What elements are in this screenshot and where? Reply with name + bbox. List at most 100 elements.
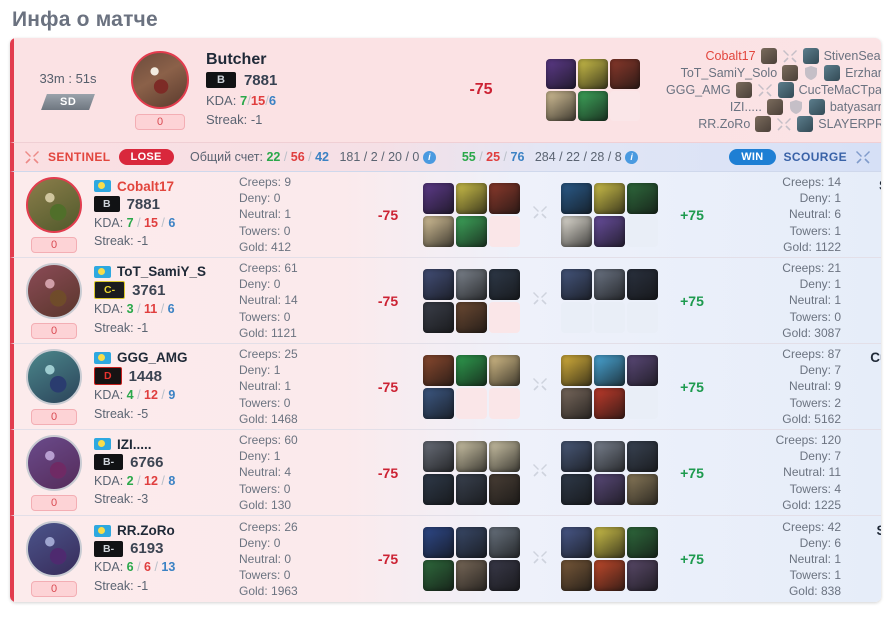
player-hero-block[interactable]: 0: [14, 521, 94, 597]
player-name[interactable]: RR.ZoRo: [117, 523, 175, 539]
item-slot[interactable]: [455, 215, 487, 247]
item-slot[interactable]: [455, 560, 487, 591]
player-hero-block[interactable]: 0: [14, 348, 94, 425]
player-row[interactable]: 0 RR.ZoRo B- 6193 KDA: 6 / 6 / 13 Streak: -1 C…: [10, 516, 881, 602]
matchup-left-player[interactable]: ToT_SamiY_Solo: [680, 66, 778, 80]
player-hero-block[interactable]: 0: [14, 176, 94, 253]
item-slot[interactable]: [422, 354, 454, 386]
item-slot[interactable]: [626, 473, 658, 505]
item-slot[interactable]: [560, 440, 592, 472]
item-slot[interactable]: [422, 387, 454, 419]
item-slot[interactable]: [488, 268, 520, 300]
item-slot[interactable]: [593, 182, 625, 214]
item-slot[interactable]: [560, 527, 592, 558]
item-slot[interactable]: [593, 560, 625, 591]
player-name[interactable]: Cobalt17: [117, 178, 175, 194]
item-slot[interactable]: [488, 354, 520, 386]
item-slot-empty[interactable]: [488, 387, 520, 419]
hero-avatar[interactable]: [26, 348, 82, 405]
summary-hero-block[interactable]: 0: [122, 50, 198, 130]
player-hero-block[interactable]: 0: [14, 262, 94, 339]
item-slot[interactable]: [422, 560, 454, 591]
hero-avatar[interactable]: [131, 50, 189, 109]
item-slot-empty[interactable]: [626, 387, 658, 419]
player-name[interactable]: CucTeMaCTpa: [870, 350, 881, 366]
item-slot-empty[interactable]: [488, 215, 520, 247]
matchup-left-player[interactable]: GGG_AMG: [666, 83, 731, 97]
item-slot-empty[interactable]: [593, 301, 625, 333]
info-icon[interactable]: i: [422, 151, 436, 164]
item-slot[interactable]: [488, 527, 520, 558]
item-slot[interactable]: [488, 182, 520, 214]
item-slot[interactable]: [578, 59, 608, 89]
hero-avatar[interactable]: [26, 176, 82, 233]
item-slot[interactable]: [422, 268, 454, 300]
item-slot[interactable]: [455, 182, 487, 214]
item-slot[interactable]: [626, 560, 658, 591]
matchup-right-player[interactable]: batyasarmiy: [829, 100, 881, 114]
matchup-right-player[interactable]: Erzhan))): [845, 66, 881, 80]
item-slot[interactable]: [610, 59, 640, 89]
item-slot[interactable]: [422, 215, 454, 247]
matchup-left-player[interactable]: RR.ZoRo: [698, 117, 751, 131]
player-hero-block[interactable]: 0: [14, 434, 94, 511]
item-slot[interactable]: [593, 440, 625, 472]
item-slot[interactable]: [626, 268, 658, 300]
item-slot[interactable]: [488, 560, 520, 591]
item-slot[interactable]: [455, 268, 487, 300]
player-name[interactable]: GGG_AMG: [117, 350, 188, 366]
item-slot[interactable]: [422, 440, 454, 472]
hero-avatar[interactable]: [26, 262, 82, 319]
item-slot[interactable]: [455, 440, 487, 472]
item-slot[interactable]: [626, 527, 658, 558]
item-slot[interactable]: [626, 182, 658, 214]
player-row[interactable]: 0 ToT_SamiY_S C- 3761 KDA: 3 / 11 / 6 Streak:…: [10, 258, 881, 344]
item-slot[interactable]: [560, 473, 592, 505]
item-slot[interactable]: [593, 387, 625, 419]
matchup-right-player[interactable]: StivenSeagal: [823, 49, 881, 63]
item-slot[interactable]: [455, 354, 487, 386]
item-slot[interactable]: [560, 354, 592, 386]
item-slot[interactable]: [593, 473, 625, 505]
item-slot[interactable]: [560, 268, 592, 300]
item-slot[interactable]: [626, 440, 658, 472]
item-slot[interactable]: [560, 215, 592, 247]
item-slot[interactable]: [578, 91, 608, 121]
item-slot[interactable]: [422, 182, 454, 214]
player-name[interactable]: SLAYERPRO.: [876, 522, 881, 538]
item-slot[interactable]: [560, 182, 592, 214]
item-slot[interactable]: [593, 527, 625, 558]
matchup-right-player[interactable]: CucTeMaCTpaXa: [798, 83, 881, 97]
item-slot[interactable]: [593, 354, 625, 386]
item-slot[interactable]: [560, 387, 592, 419]
player-name[interactable]: ToT_SamiY_S: [117, 264, 207, 280]
player-row[interactable]: 0 GGG_AMG D 1448 KDA: 4 / 12 / 9 Streak: -5 Cr…: [10, 344, 881, 430]
player-name[interactable]: StivenSeagal: [879, 178, 881, 193]
item-slot[interactable]: [546, 91, 576, 121]
item-slot[interactable]: [455, 527, 487, 558]
item-slot[interactable]: [593, 268, 625, 300]
player-row[interactable]: 0 Cobalt17 B 7881 KDA: 7 / 15 / 6 Streak: -1 C…: [10, 172, 881, 258]
item-slot-empty[interactable]: [626, 301, 658, 333]
player-name[interactable]: IZI.....: [117, 436, 152, 452]
item-slot[interactable]: [455, 473, 487, 505]
item-slot[interactable]: [626, 354, 658, 386]
item-slot[interactable]: [546, 59, 576, 89]
item-slot-empty[interactable]: [626, 215, 658, 247]
item-slot[interactable]: [422, 527, 454, 558]
item-slot-empty[interactable]: [560, 301, 592, 333]
item-slot[interactable]: [560, 560, 592, 591]
info-icon[interactable]: i: [625, 151, 639, 164]
item-slot[interactable]: [455, 301, 487, 333]
hero-avatar[interactable]: [26, 521, 82, 577]
matchup-left-player[interactable]: Cobalt17: [705, 49, 756, 63]
item-slot[interactable]: [422, 473, 454, 505]
item-slot[interactable]: [488, 440, 520, 472]
item-slot[interactable]: [422, 301, 454, 333]
matchup-right-player[interactable]: SLAYERPRO.: [818, 117, 881, 131]
item-slot[interactable]: [593, 215, 625, 247]
item-slot-empty[interactable]: [610, 91, 640, 121]
player-row[interactable]: 0 IZI..... B- 6766 KDA: 2 / 12 / 8 Streak: -3…: [10, 430, 881, 516]
item-slot-empty[interactable]: [455, 387, 487, 419]
matchup-left-player[interactable]: IZI.....: [729, 100, 762, 114]
